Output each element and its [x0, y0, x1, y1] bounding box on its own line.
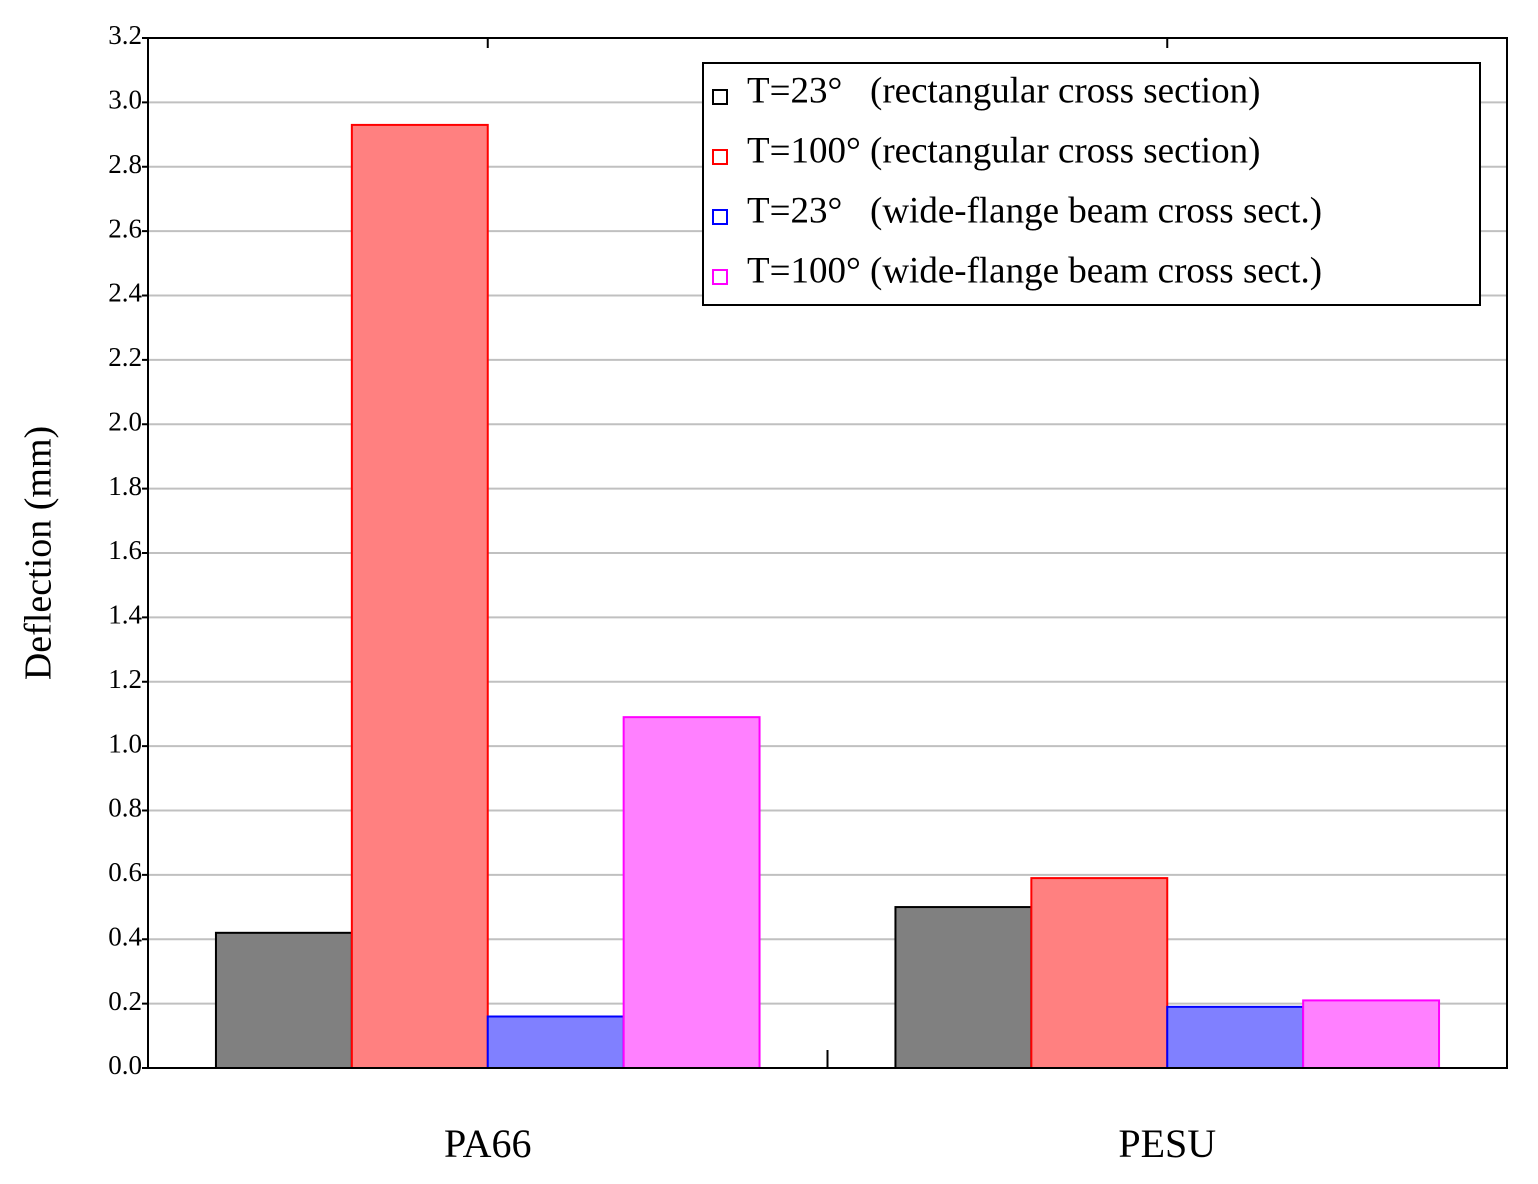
- y-tick-label: 0.0: [108, 1050, 142, 1080]
- y-tick-label: 0.8: [108, 793, 142, 823]
- bar: [1166, 1005, 1305, 1069]
- y-tick-label: 2.6: [108, 213, 142, 243]
- y-tick-label: 0.6: [108, 857, 142, 887]
- y-tick-label: 0.2: [108, 986, 142, 1016]
- y-tick-label: 1.8: [108, 471, 142, 501]
- bar: [622, 716, 761, 1069]
- legend-marker: [712, 89, 728, 105]
- x-tick-label: PA66: [444, 1121, 531, 1166]
- y-tick-label: 1.0: [108, 728, 142, 758]
- legend-label: T=100° (wide-flange beam cross sect.): [747, 250, 1322, 291]
- y-tick-label: 1.2: [108, 664, 142, 694]
- legend-label: T=23° (wide-flange beam cross sect.): [747, 190, 1322, 231]
- legend-box: [702, 62, 1481, 306]
- legend-marker: [712, 149, 728, 165]
- legend-marker: [712, 209, 728, 225]
- bar: [214, 931, 353, 1069]
- bar: [350, 123, 489, 1069]
- plot-frame: [147, 37, 1508, 1069]
- y-tick-label: 2.8: [108, 149, 142, 179]
- y-tick-label: 0.4: [108, 921, 142, 951]
- legend-marker: [712, 269, 728, 285]
- bar: [1302, 999, 1441, 1069]
- legend-label: T=100° (rectangular cross section): [747, 130, 1260, 171]
- y-tick-label: 2.2: [108, 342, 142, 372]
- y-axis-label: Deflection (mm): [18, 426, 60, 680]
- y-tick-label: 3.0: [108, 85, 142, 115]
- y-tick-label: 1.6: [108, 535, 142, 565]
- bar: [894, 906, 1033, 1069]
- y-tick-label: 2.4: [108, 278, 142, 308]
- y-tick-label: 2.0: [108, 406, 142, 436]
- bar: [486, 1015, 625, 1069]
- y-tick-label: 1.4: [108, 600, 142, 630]
- bar: [1030, 877, 1169, 1069]
- legend-label: T=23° (rectangular cross section): [747, 70, 1260, 111]
- x-tick-label: PESU: [1118, 1121, 1216, 1166]
- y-tick-label: 3.2: [108, 20, 142, 50]
